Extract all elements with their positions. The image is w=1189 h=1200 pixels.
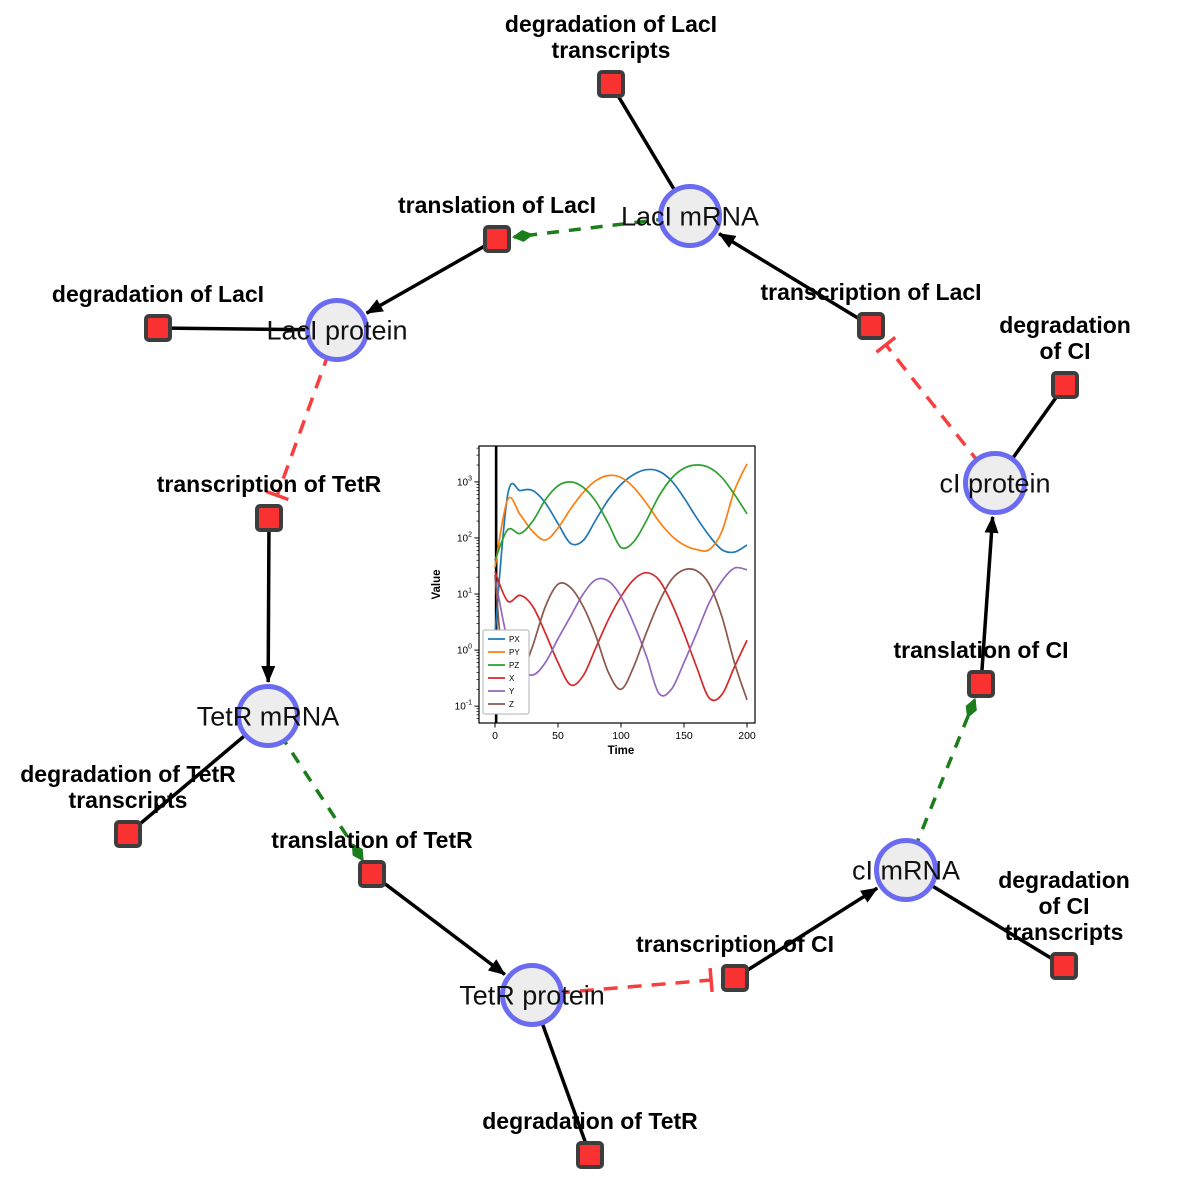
species-node-laci_mrna[interactable] bbox=[658, 184, 722, 248]
reaction-label-deg_laci: degradation of LacI bbox=[51, 281, 265, 307]
x-tick-label: 200 bbox=[738, 730, 756, 742]
species-label-laci_protein: LacI protein bbox=[266, 315, 408, 346]
species-node-tetr_mrna[interactable] bbox=[236, 684, 300, 748]
series-Y bbox=[494, 566, 748, 697]
reaction-label-transl_ci: translation of CI bbox=[893, 637, 1069, 663]
legend-label-PX: PX bbox=[509, 635, 520, 644]
y-tick-label: 101 bbox=[457, 588, 472, 601]
reaction-node-tx_ci[interactable] bbox=[721, 964, 749, 992]
edge-transl_tetr-to-tetr_protein bbox=[370, 872, 506, 976]
timecourse-plot: 10-1 100 101 102 103 0 50 100 150 200 Time Value PX P… bbox=[415, 430, 775, 780]
series-Z bbox=[494, 568, 748, 715]
reaction-node-tx_laci[interactable] bbox=[857, 312, 885, 340]
legend-label-X: X bbox=[509, 674, 515, 683]
reaction-label-tx_ci: transcription of CI bbox=[635, 931, 835, 957]
y-axis-label: Value bbox=[431, 569, 443, 599]
reaction-node-deg_ci[interactable] bbox=[1051, 371, 1079, 399]
species-label-laci_mrna: LacI mRNA bbox=[620, 201, 760, 232]
reaction-node-deg_laci_tx[interactable] bbox=[597, 70, 625, 98]
species-label-ci_protein: cI protein bbox=[939, 468, 1051, 499]
species-label-tetr_protein: TetR protein bbox=[459, 980, 605, 1011]
species-node-ci_protein[interactable] bbox=[963, 451, 1027, 515]
y-tick-label: 102 bbox=[457, 531, 472, 544]
reaction-node-transl_ci[interactable] bbox=[967, 670, 995, 698]
species-node-ci_mrna[interactable] bbox=[874, 838, 938, 902]
reaction-node-deg_tetr_tx[interactable] bbox=[114, 820, 142, 848]
reaction-label-deg_tetr: degradation of TetR bbox=[482, 1108, 698, 1134]
reaction-label-tx_laci: transcription of LacI bbox=[760, 279, 982, 305]
legend-label-PZ: PZ bbox=[509, 661, 519, 670]
reaction-label-transl_laci: translation of LacI bbox=[397, 192, 597, 218]
edge-tx_laci-to-laci_mrna bbox=[718, 232, 872, 328]
series-PZ bbox=[494, 464, 748, 561]
reaction-node-deg_ci_tx[interactable] bbox=[1050, 952, 1078, 980]
x-tick-label: 100 bbox=[612, 730, 630, 742]
y-tick-label: 10-1 bbox=[455, 700, 472, 713]
x-tick-label: 0 bbox=[492, 730, 498, 742]
axes-frame bbox=[478, 445, 756, 724]
reaction-node-deg_laci[interactable] bbox=[144, 314, 172, 342]
series-X bbox=[494, 571, 748, 702]
series-PY bbox=[494, 463, 748, 568]
reaction-node-tx_tetr[interactable] bbox=[255, 504, 283, 532]
edge-transl_ci-to-ci_protein bbox=[979, 515, 999, 685]
reaction-label-deg_ci_tx: degradation of CI transcripts bbox=[998, 867, 1130, 945]
reaction-node-deg_tetr[interactable] bbox=[576, 1141, 604, 1169]
timecourse-plot-svg: 10-1 100 101 102 103 0 50 100 150 200 Time Value PX P… bbox=[431, 445, 756, 757]
legend-label-Y: Y bbox=[509, 687, 515, 696]
species-node-laci_protein[interactable] bbox=[305, 298, 369, 362]
plot-area bbox=[494, 446, 748, 723]
reaction-label-tx_tetr: transcription of TetR bbox=[156, 471, 382, 497]
x-axis-label: Time bbox=[608, 745, 635, 757]
reaction-node-transl_tetr[interactable] bbox=[358, 860, 386, 888]
reaction-node-transl_laci[interactable] bbox=[483, 225, 511, 253]
y-tick-label: 103 bbox=[457, 475, 472, 488]
x-tick-label: 50 bbox=[552, 730, 564, 742]
reaction-label-deg_ci: degradation of CI bbox=[999, 312, 1131, 364]
legend-box bbox=[482, 629, 530, 715]
legend-label-Z: Z bbox=[509, 700, 514, 709]
series-PX bbox=[494, 468, 748, 634]
reaction-label-deg_tetr_tx: degradation of TetR transcripts bbox=[20, 761, 236, 813]
species-node-tetr_protein[interactable] bbox=[500, 963, 564, 1027]
legend-label-PY: PY bbox=[509, 648, 520, 657]
edge-tx_ci-to-ci_mrna bbox=[734, 886, 879, 980]
x-tick-label: 150 bbox=[675, 730, 693, 742]
edge-tx_tetr-to-tetr_mrna bbox=[261, 517, 276, 684]
reaction-label-transl_tetr: translation of TetR bbox=[271, 827, 473, 853]
reaction-label-deg_laci_tx: degradation of LacI transcripts bbox=[504, 11, 718, 63]
species-label-tetr_mrna: TetR mRNA bbox=[196, 701, 340, 732]
edge-transl_laci-to-laci_protein bbox=[365, 237, 498, 315]
y-tick-label: 100 bbox=[457, 644, 472, 657]
species-label-ci_mrna: cI mRNA bbox=[852, 855, 960, 886]
